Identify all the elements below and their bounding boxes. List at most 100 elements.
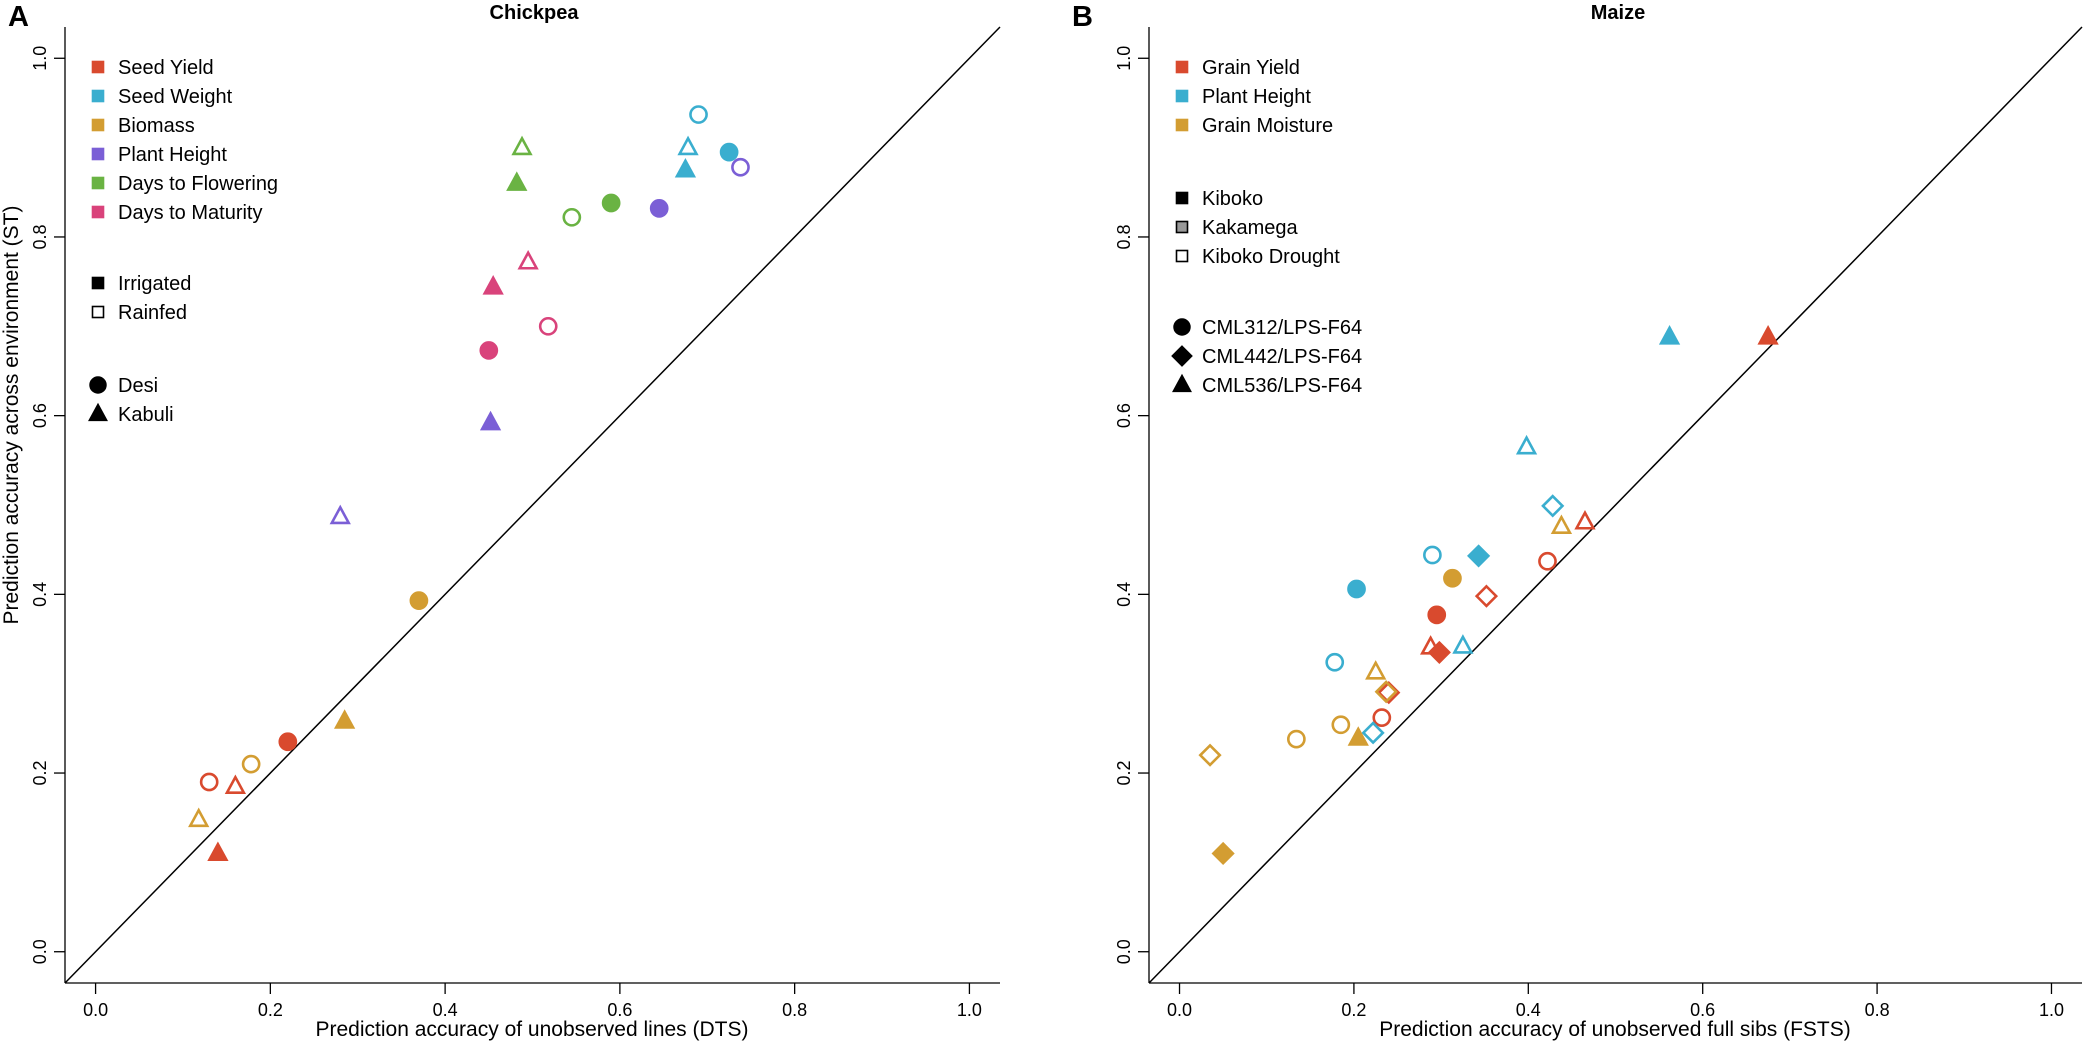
data-point-grain-yield [1372, 708, 1392, 728]
data-point-biomass [333, 709, 356, 729]
legend-trait-label: Grain Yield [1202, 57, 1300, 79]
data-point-plant-height [329, 504, 351, 525]
data-point-grain-yield [1420, 635, 1442, 655]
data-point-plant-height [731, 157, 750, 177]
y-tick-label: 0.2 [1114, 761, 1134, 786]
data-point-grain-moisture [1550, 514, 1573, 535]
legend-fill-swatch [1175, 191, 1189, 205]
x-tick-label: 0.2 [1341, 1000, 1366, 1020]
data-point-plant-height [1658, 325, 1681, 345]
identity-line [1148, 26, 2083, 984]
data-point-biomass [409, 591, 429, 610]
legend-trait-label: Days to Flowering [118, 173, 278, 195]
legend-fill-swatch [1175, 249, 1189, 263]
data-point-plant-height [1515, 434, 1538, 455]
data-point-days-to-flowering [601, 193, 621, 213]
data-point-grain-yield [1474, 584, 1499, 608]
identity-line [64, 26, 1001, 984]
data-point-days-to-maturity [517, 249, 539, 270]
legend-shape-swatch [1171, 345, 1193, 367]
panel-letter: B [1072, 1, 1093, 33]
legend-trait-swatch [1175, 60, 1189, 74]
data-point-grain-moisture [1374, 680, 1398, 704]
chart-title: Maize [1591, 2, 1645, 24]
legend-trait-label: Days to Maturity [118, 202, 262, 224]
legend-trait-swatch [91, 205, 105, 219]
x-axis-label: Prediction accuracy of unobserved lines … [315, 1018, 748, 1041]
x-tick-label: 0.4 [1516, 1000, 1541, 1020]
x-tick-label: 1.0 [957, 1000, 982, 1020]
legend-trait-swatch [1175, 118, 1189, 132]
legend-trait-swatch [91, 176, 105, 190]
legend-trait-label: Seed Yield [118, 57, 214, 79]
legend-fill-label: Kiboko [1202, 188, 1263, 210]
legend-trait-swatch [91, 118, 105, 132]
y-tick-label: 0.8 [1114, 224, 1134, 249]
data-point-days-to-maturity [479, 341, 499, 360]
legend-trait-label: Grain Moisture [1202, 115, 1333, 137]
data-point-grain-moisture [1331, 715, 1351, 735]
legend-trait-swatch [1175, 89, 1189, 103]
legend-trait-label: Biomass [118, 115, 195, 137]
x-tick-label: 0.0 [83, 1000, 108, 1020]
x-tick-label: 0.8 [782, 1000, 807, 1020]
legend-fill-swatch [1175, 220, 1189, 234]
data-point-plant-height [1325, 652, 1345, 672]
data-point-days-to-flowering [511, 135, 533, 156]
data-point-plant-height [1541, 494, 1565, 518]
data-point-seed-weight [689, 105, 708, 124]
y-axis-label: Prediction accuracy across environment (… [0, 206, 23, 625]
data-point-plant-height [1361, 721, 1385, 745]
legend-shape-label: Kabuli [118, 404, 174, 426]
data-point-plant-height [1347, 579, 1366, 599]
data-point-grain-moisture [1211, 841, 1235, 866]
data-point-grain-moisture [1198, 743, 1222, 767]
y-tick-label: 0.0 [30, 939, 50, 964]
legend-trait-swatch [91, 60, 105, 74]
legend-fill-label: Irrigated [118, 273, 191, 295]
legend-shape-label: CML536/LPS-F64 [1202, 375, 1362, 397]
y-tick-label: 1.0 [1114, 46, 1134, 71]
legend-shape-label: CML312/LPS-F64 [1202, 317, 1362, 339]
data-point-grain-moisture [1443, 568, 1462, 588]
legend-trait-label: Seed Weight [118, 86, 233, 108]
x-tick-label: 0.4 [433, 1000, 458, 1020]
data-point-grain-yield [1427, 605, 1447, 625]
legend-shape-swatch [88, 402, 108, 422]
panel-letter: A [8, 1, 29, 33]
legend-trait-label: Plant Height [1202, 86, 1311, 108]
y-tick-label: 0.0 [1114, 939, 1134, 964]
data-point-seed-weight [677, 135, 699, 156]
y-tick-label: 0.6 [30, 403, 50, 428]
x-tick-label: 0.8 [1865, 1000, 1890, 1020]
chart-title: Chickpea [490, 2, 580, 24]
x-tick-label: 0.6 [607, 1000, 632, 1020]
data-point-days-to-maturity [482, 275, 504, 295]
legend-fill-label: Rainfed [118, 302, 187, 324]
legend-shape-label: CML442/LPS-F64 [1202, 346, 1362, 368]
legend-fill-label: Kakamega [1202, 217, 1298, 239]
data-point-seed-yield [207, 841, 229, 862]
y-tick-label: 0.8 [30, 224, 50, 249]
data-point-grain-moisture [1347, 726, 1369, 746]
legend-fill-swatch [91, 305, 105, 319]
y-tick-label: 1.0 [30, 46, 50, 71]
x-tick-label: 0.6 [1690, 1000, 1715, 1020]
data-point-seed-weight [719, 142, 739, 162]
data-point-plant-height [1452, 634, 1474, 654]
data-point-grain-moisture [1365, 660, 1387, 680]
y-tick-label: 0.4 [30, 582, 50, 607]
y-tick-label: 0.2 [30, 761, 50, 786]
legend-shape-label: Desi [118, 375, 158, 397]
data-point-days-to-flowering [562, 207, 582, 227]
data-point-grain-yield [1538, 551, 1557, 571]
data-point-plant-height [479, 410, 502, 431]
y-tick-label: 0.6 [1114, 403, 1134, 428]
panel-maize: B Maize Prediction accuracy of unobserve… [1072, 1, 2083, 1041]
data-point-plant-height [1423, 545, 1442, 565]
data-point-grain-moisture [1287, 729, 1306, 749]
legend-fill-swatch [91, 276, 105, 290]
legend-shape-swatch [1173, 318, 1191, 336]
legend-trait-swatch [91, 147, 105, 161]
data-point-seed-weight [674, 157, 697, 178]
